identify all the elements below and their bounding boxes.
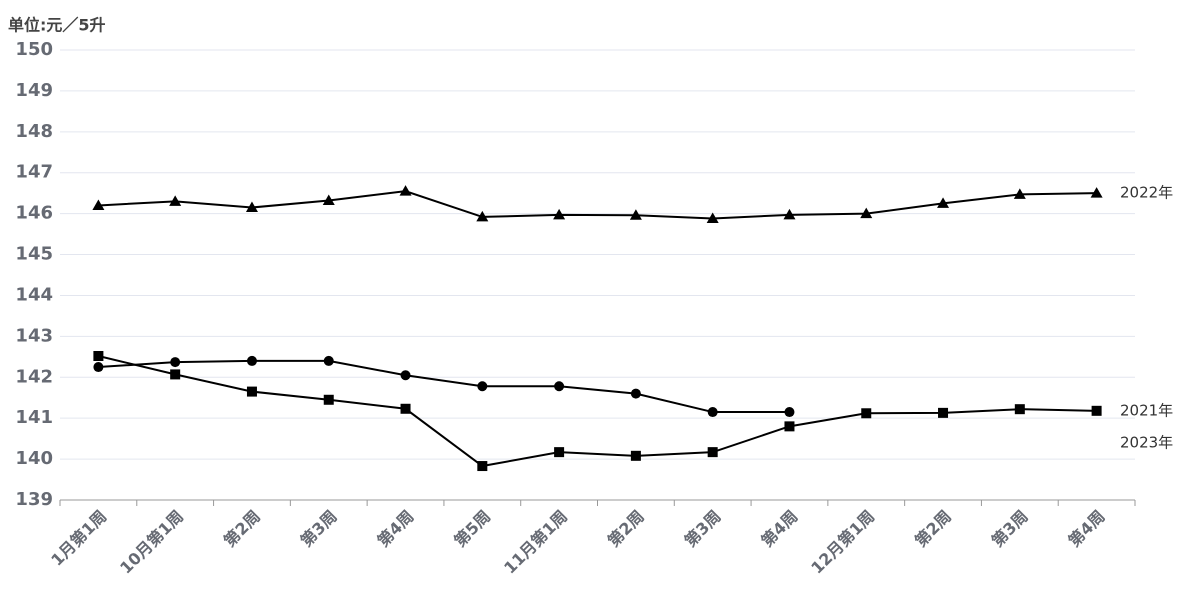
point bbox=[553, 208, 566, 220]
point bbox=[170, 357, 181, 368]
x-tick-label: 第3周 bbox=[297, 507, 341, 551]
point bbox=[246, 386, 257, 397]
point bbox=[629, 209, 642, 220]
x-tick-label: 第5周 bbox=[450, 507, 494, 551]
point bbox=[93, 351, 104, 361]
series-line bbox=[98, 190, 1097, 220]
point bbox=[246, 355, 257, 366]
point bbox=[1013, 188, 1026, 199]
series-line bbox=[98, 359, 790, 414]
x-tick-label: 12月第1周 bbox=[807, 507, 878, 578]
x-tick-label: 第2周 bbox=[604, 507, 648, 551]
y-tick-label: 146 bbox=[15, 203, 53, 224]
point bbox=[323, 355, 334, 366]
point bbox=[322, 194, 335, 206]
point bbox=[477, 461, 488, 472]
point bbox=[1090, 187, 1103, 198]
y-tick-label: 140 bbox=[15, 448, 53, 469]
y-axis-title: 单位:元／5升 bbox=[8, 16, 106, 35]
point bbox=[860, 207, 873, 219]
y-tick-label: 141 bbox=[15, 407, 53, 428]
point bbox=[400, 403, 411, 414]
point bbox=[783, 208, 796, 220]
point bbox=[400, 370, 411, 381]
point bbox=[937, 197, 950, 208]
y-tick-label: 143 bbox=[15, 325, 53, 346]
series-label: 2022年 bbox=[1120, 184, 1173, 202]
y-tick-label: 139 bbox=[15, 489, 53, 510]
x-tick-label: 第2周 bbox=[220, 507, 264, 551]
x-tick-label: 1月第1周 bbox=[47, 507, 110, 570]
point bbox=[630, 388, 641, 399]
point bbox=[706, 212, 719, 224]
x-tick-label: 第4周 bbox=[1065, 507, 1109, 551]
point bbox=[554, 381, 565, 392]
x-tick-label: 第2周 bbox=[911, 507, 955, 551]
point bbox=[784, 421, 795, 432]
point bbox=[170, 369, 181, 380]
y-tick-label: 148 bbox=[15, 121, 53, 142]
point bbox=[630, 450, 641, 461]
series-label: 2021年 bbox=[1120, 401, 1173, 419]
point bbox=[1014, 404, 1025, 415]
x-tick-label: 第4周 bbox=[374, 507, 418, 551]
point bbox=[169, 195, 182, 206]
point bbox=[323, 394, 334, 405]
point bbox=[784, 407, 795, 418]
point bbox=[245, 201, 258, 212]
point bbox=[938, 407, 949, 418]
series-label: 2023年 bbox=[1120, 433, 1173, 451]
y-tick-label: 144 bbox=[15, 284, 53, 305]
point bbox=[92, 199, 105, 210]
y-tick-label: 142 bbox=[15, 366, 53, 387]
point bbox=[707, 407, 718, 418]
point bbox=[93, 362, 104, 373]
point bbox=[707, 447, 718, 458]
y-tick-label: 145 bbox=[15, 244, 53, 265]
point bbox=[1091, 405, 1102, 416]
point bbox=[399, 185, 412, 196]
point bbox=[477, 381, 488, 392]
y-tick-label: 149 bbox=[15, 80, 53, 101]
x-tick-label: 10月第1周 bbox=[116, 507, 187, 578]
x-tick-label: 第4周 bbox=[758, 507, 802, 551]
y-tick-label: 150 bbox=[15, 39, 53, 60]
point bbox=[476, 210, 489, 222]
series-line bbox=[98, 355, 1097, 468]
y-tick-label: 147 bbox=[15, 162, 53, 183]
point bbox=[861, 408, 872, 419]
x-tick-label: 第3周 bbox=[988, 507, 1032, 551]
x-tick-label: 第3周 bbox=[681, 507, 725, 551]
x-tick-label: 11月第1周 bbox=[500, 507, 571, 578]
point bbox=[554, 447, 565, 458]
